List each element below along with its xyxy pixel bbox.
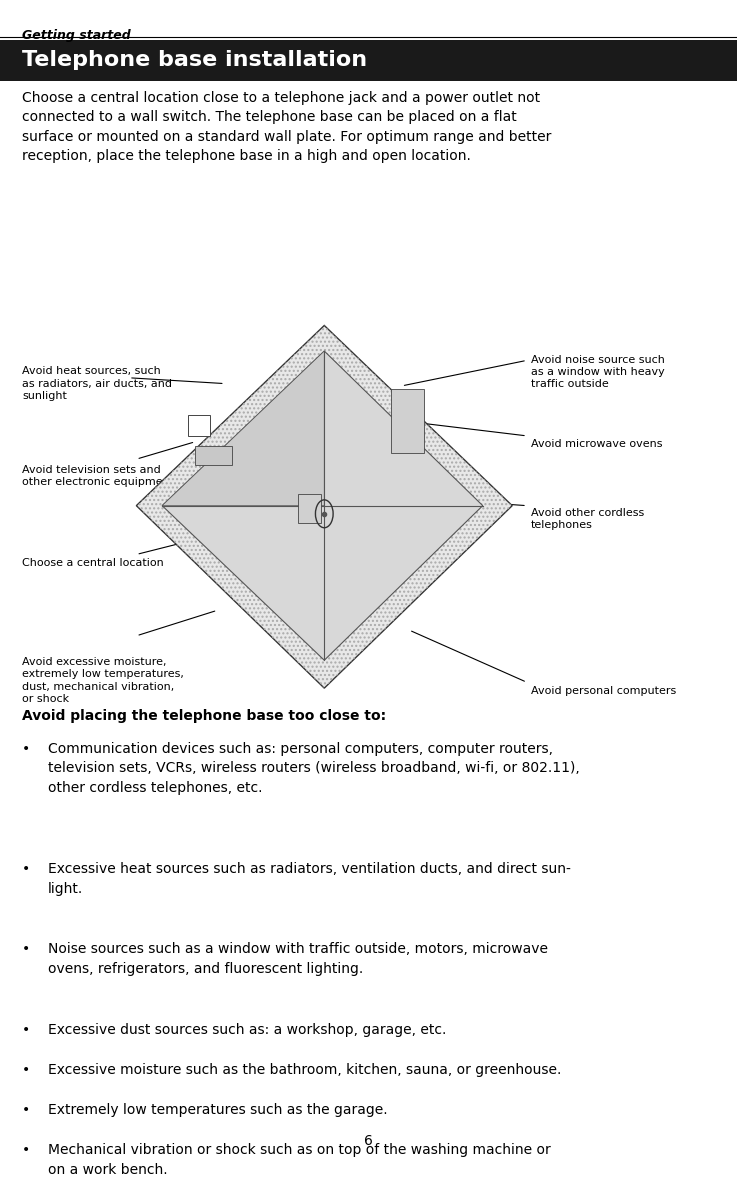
Text: Excessive dust sources such as: a workshop, garage, etc.: Excessive dust sources such as: a worksh… — [48, 1023, 447, 1037]
Polygon shape — [162, 351, 483, 660]
Text: Mechanical vibration or shock such as on top of the washing machine or
on a work: Mechanical vibration or shock such as on… — [48, 1143, 551, 1176]
Text: Noise sources such as a window with traffic outside, motors, microwave
ovens, re: Noise sources such as a window with traf… — [48, 942, 548, 976]
FancyBboxPatch shape — [188, 415, 210, 436]
Text: Avoid excessive moisture,
extremely low temperatures,
dust, mechanical vibration: Avoid excessive moisture, extremely low … — [22, 657, 184, 704]
FancyBboxPatch shape — [195, 446, 232, 465]
Text: Excessive moisture such as the bathroom, kitchen, sauna, or greenhouse.: Excessive moisture such as the bathroom,… — [48, 1063, 562, 1077]
Text: Choose a central location: Choose a central location — [22, 557, 164, 568]
Polygon shape — [136, 326, 512, 689]
Text: Choose a central location close to a telephone jack and a power outlet not
conne: Choose a central location close to a tel… — [22, 91, 551, 163]
FancyBboxPatch shape — [391, 390, 424, 454]
Polygon shape — [162, 351, 324, 505]
Text: •: • — [22, 1103, 30, 1117]
Text: Avoid other cordless
telephones: Avoid other cordless telephones — [531, 508, 644, 530]
Text: •: • — [22, 1063, 30, 1077]
FancyBboxPatch shape — [0, 39, 737, 81]
Text: 6: 6 — [364, 1135, 373, 1148]
FancyBboxPatch shape — [298, 494, 321, 523]
Text: •: • — [22, 1143, 30, 1157]
Text: Avoid television sets and
other electronic equipment: Avoid television sets and other electron… — [22, 465, 174, 488]
Text: Avoid heat sources, such
as radiators, air ducts, and
sunlight: Avoid heat sources, such as radiators, a… — [22, 366, 172, 402]
Text: •: • — [22, 862, 30, 876]
Text: Avoid noise source such
as a window with heavy
traffic outside: Avoid noise source such as a window with… — [531, 354, 665, 390]
Text: Avoid microwave ovens: Avoid microwave ovens — [531, 439, 662, 450]
Text: Extremely low temperatures such as the garage.: Extremely low temperatures such as the g… — [48, 1103, 388, 1117]
Text: •: • — [22, 742, 30, 756]
Text: •: • — [22, 1023, 30, 1037]
Text: Telephone base installation: Telephone base installation — [22, 51, 367, 71]
Text: Avoid personal computers: Avoid personal computers — [531, 686, 676, 696]
Text: Getting started: Getting started — [22, 30, 131, 43]
Text: Avoid placing the telephone base too close to:: Avoid placing the telephone base too clo… — [22, 709, 386, 723]
Text: Excessive heat sources such as radiators, ventilation ducts, and direct sun-
lig: Excessive heat sources such as radiators… — [48, 862, 570, 895]
Text: •: • — [22, 942, 30, 957]
Text: Communication devices such as: personal computers, computer routers,
television : Communication devices such as: personal … — [48, 742, 580, 795]
